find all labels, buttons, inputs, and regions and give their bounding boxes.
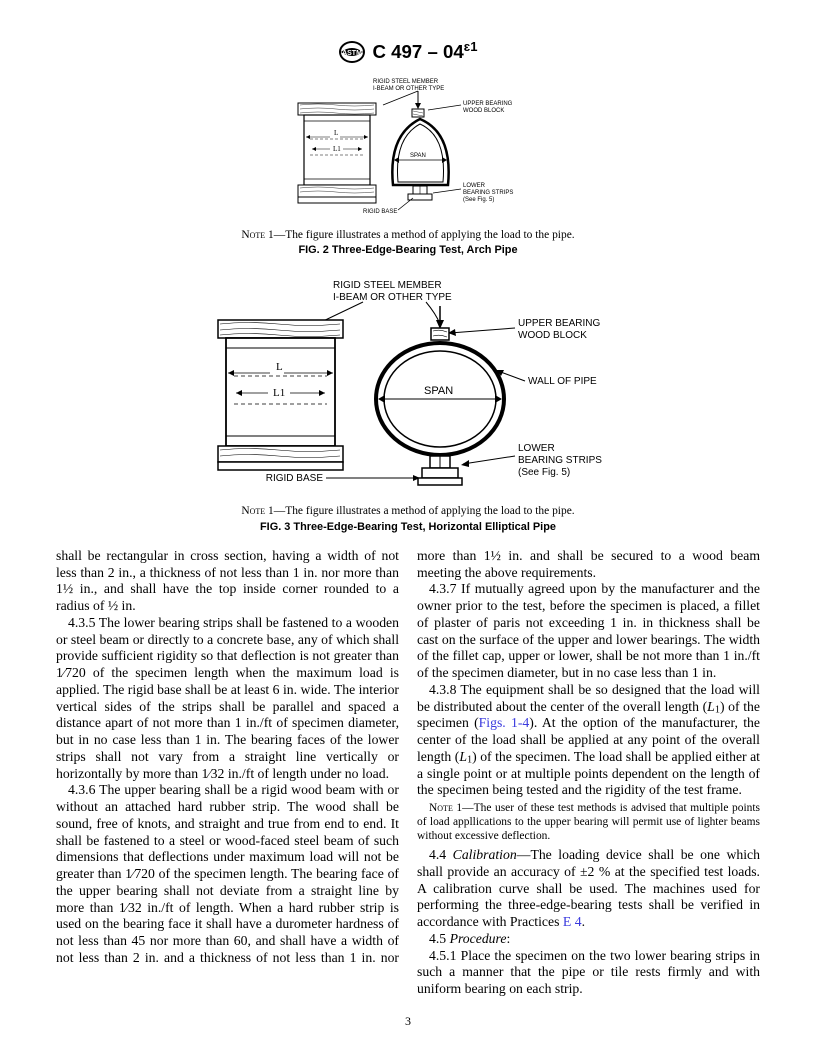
figure-2-note: Note 1—The figure illustrates a method o… — [56, 229, 760, 243]
figure-3-note: Note 1—The figure illustrates a method o… — [56, 505, 760, 519]
label-upper-bearing-1: UPPER BEARING — [463, 101, 513, 107]
figure-2-diagram: RIGID STEEL MEMBER I-BEAM OR OTHER TYPE … — [258, 75, 558, 220]
svg-text:ASTM: ASTM — [343, 50, 363, 57]
para-4-5: 4.5 Procedure: — [417, 931, 760, 948]
body-text: shall be rectangular in cross section, h… — [56, 548, 760, 998]
para-4-4: 4.4 Calibration—The loading device shall… — [417, 847, 760, 931]
label-rigid-base: RIGID BASE — [363, 209, 397, 215]
page-header: ASTM C 497 – 04ɛ1 — [56, 40, 760, 69]
label-upper-bearing-2: WOOD BLOCK — [463, 108, 504, 114]
figure-3-caption: FIG. 3 Three-Edge-Bearing Test, Horizont… — [56, 521, 760, 534]
label-rigid-steel: RIGID STEEL MEMBER — [373, 79, 439, 85]
figure-2-caption: FIG. 2 Three-Edge-Bearing Test, Arch Pip… — [56, 244, 760, 257]
label-L: L — [276, 361, 283, 373]
label-ibeam: I-BEAM OR OTHER TYPE — [373, 86, 444, 92]
label-lower-1: LOWER — [518, 443, 555, 454]
label-lower-3: (See Fig. 5) — [518, 467, 570, 478]
page-number: 3 — [56, 1014, 760, 1029]
label-ibeam: I-BEAM OR OTHER TYPE — [333, 292, 452, 303]
label-upper-bearing-1: UPPER BEARING — [518, 318, 600, 329]
para-4-3-8: 4.3.8 The equipment shall be so designed… — [417, 682, 760, 799]
label-rigid-steel: RIGID STEEL MEMBER — [333, 280, 442, 291]
para-4-5-1: 4.5.1 Place the specimen on the two lowe… — [417, 948, 760, 998]
para-continuation: shall be rectangular in cross section, h… — [56, 548, 399, 615]
astm-logo-icon: ASTM — [338, 40, 366, 64]
label-span: SPAN — [410, 153, 426, 159]
label-L1: L1 — [273, 387, 285, 399]
label-upper-bearing-2: WOOD BLOCK — [518, 330, 587, 341]
label-lower-2: BEARING STRIPS — [463, 190, 513, 196]
figs-link[interactable]: Figs. 1-4 — [479, 715, 530, 730]
figure-3-diagram: RIGID STEEL MEMBER I-BEAM OR OTHER TYPE … — [188, 276, 628, 496]
link-e4[interactable]: E 4 — [563, 914, 582, 929]
designation-title: ASTM C 497 – 04ɛ1 — [338, 40, 477, 64]
label-span: SPAN — [424, 385, 453, 397]
label-lower-3: (See Fig. 5) — [463, 197, 494, 203]
para-4-3-5: 4.3.5 The lower bearing strips shall be … — [56, 615, 399, 783]
figure-3: RIGID STEEL MEMBER I-BEAM OR OTHER TYPE … — [56, 268, 760, 534]
label-L: L — [334, 129, 338, 137]
note-1: Note 1—The user of these test methods is… — [417, 802, 760, 844]
label-wall-of-pipe: WALL OF PIPE — [528, 376, 597, 387]
figure-2: RIGID STEEL MEMBER I-BEAM OR OTHER TYPE … — [56, 75, 760, 258]
label-lower-2: BEARING STRIPS — [518, 455, 602, 466]
para-4-3-7: 4.3.7 If mutually agreed upon by the man… — [417, 581, 760, 682]
label-rigid-base: RIGID BASE — [266, 473, 324, 484]
label-L1: L1 — [333, 145, 341, 153]
designation-text: C 497 – 04ɛ1 — [372, 41, 477, 64]
label-lower-1: LOWER — [463, 183, 486, 189]
